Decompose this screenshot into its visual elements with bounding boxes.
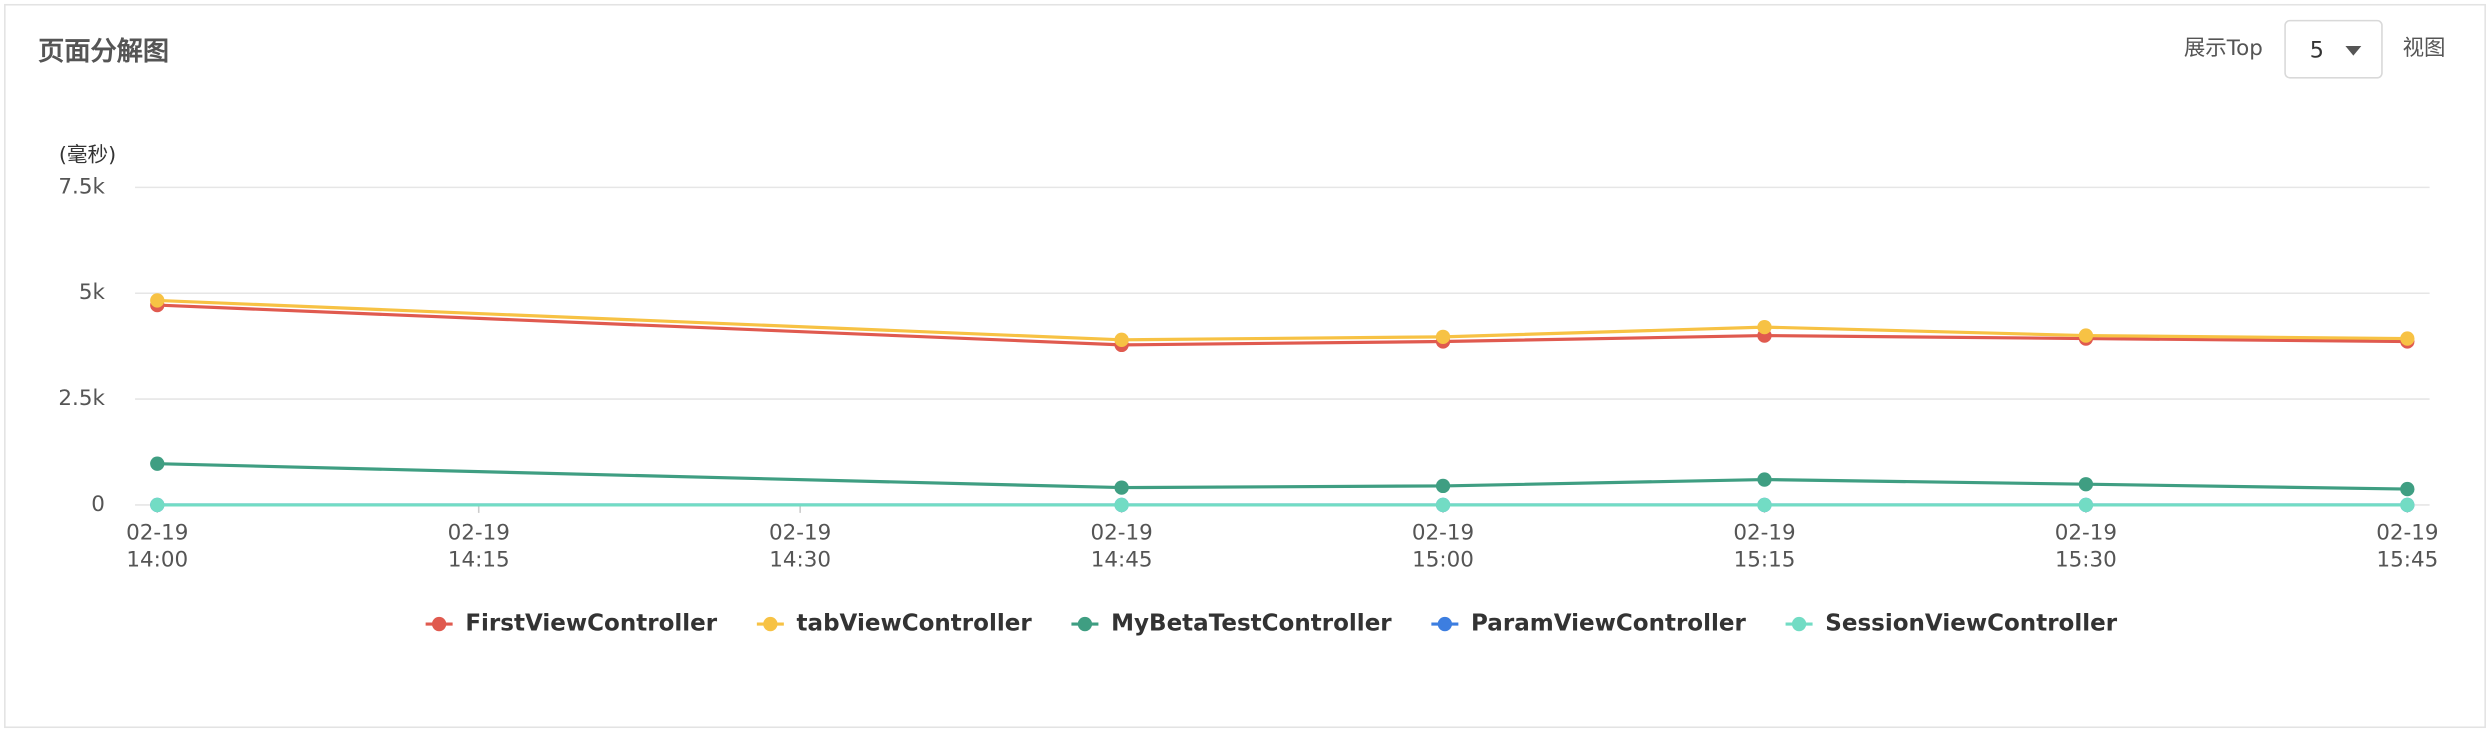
- top-dropdown[interactable]: 5: [2284, 19, 2383, 79]
- x-tick-label: 02-19 15:00: [1412, 521, 1474, 573]
- legend-marker: [1437, 616, 1453, 632]
- series-line: [157, 462, 2408, 491]
- legend-marker: [431, 616, 447, 632]
- dropdown-box[interactable]: [2284, 19, 2383, 79]
- y-unit: (毫秒): [59, 143, 116, 167]
- legend-item[interactable]: FirstViewController: [425, 611, 718, 637]
- legend-label: FirstViewController: [465, 611, 717, 637]
- data-point: [1114, 480, 1129, 495]
- data-point: [1757, 497, 1772, 513]
- data-point: [1757, 472, 1772, 487]
- card-title: 页面分解图: [38, 37, 169, 67]
- legend-item[interactable]: tabViewController: [756, 611, 1033, 637]
- y-tick-label: 7.5k: [58, 174, 105, 199]
- data-point: [150, 497, 165, 513]
- data-point: [2400, 497, 2415, 513]
- y-tick-label: 5k: [79, 280, 106, 305]
- legend-label: ParamViewController: [1471, 611, 1746, 637]
- legend-label: MyBetaTestController: [1111, 611, 1392, 637]
- x-tick-label: 02-19 14:30: [769, 521, 831, 573]
- data-point: [1757, 319, 1772, 335]
- y-tick-label: 2.5k: [58, 386, 105, 411]
- data-point: [1435, 478, 1451, 494]
- data-point: [1435, 497, 1451, 513]
- x-tick-label: 02-19 14:00: [126, 521, 188, 573]
- data-point: [2400, 481, 2415, 497]
- data-point: [150, 456, 165, 471]
- legend-marker: [763, 616, 778, 632]
- data-point: [1114, 332, 1129, 347]
- legend-label: SessionViewController: [1825, 611, 2117, 637]
- view-label: 视图: [2403, 36, 2446, 61]
- x-tick-label: 02-19 15:15: [1733, 521, 1795, 573]
- legend-item[interactable]: ParamViewController: [1431, 611, 1747, 637]
- y-tick-label: 0: [91, 492, 105, 517]
- legend-marker: [1791, 616, 1807, 632]
- series-line: [157, 298, 2408, 342]
- data-point: [2078, 497, 2094, 513]
- x-tick-label: 02-19 15:45: [2376, 521, 2438, 573]
- card: [4, 3, 2486, 729]
- legend-item[interactable]: MyBetaTestController: [1071, 611, 1392, 637]
- legend-label: tabViewController: [797, 611, 1033, 637]
- top-label: 展示Top: [2184, 36, 2263, 61]
- dropdown-value[interactable]: 5: [2310, 37, 2324, 63]
- data-point: [2400, 331, 2415, 346]
- x-tick-label: 02-19 14:15: [448, 521, 510, 573]
- dropdown-caret: [2345, 46, 2362, 56]
- legend-marker: [1077, 616, 1093, 632]
- x-tick-label: 02-19 14:45: [1090, 521, 1152, 573]
- series-line: [157, 303, 2408, 347]
- data-point: [2078, 328, 2094, 343]
- data-point: [1114, 497, 1129, 513]
- data-point: [2078, 477, 2094, 492]
- legend-item[interactable]: SessionViewController: [1785, 611, 2118, 637]
- data-point: [1435, 329, 1451, 344]
- x-tick-label: 02-19 15:30: [2055, 521, 2117, 573]
- data-point: [150, 293, 165, 308]
